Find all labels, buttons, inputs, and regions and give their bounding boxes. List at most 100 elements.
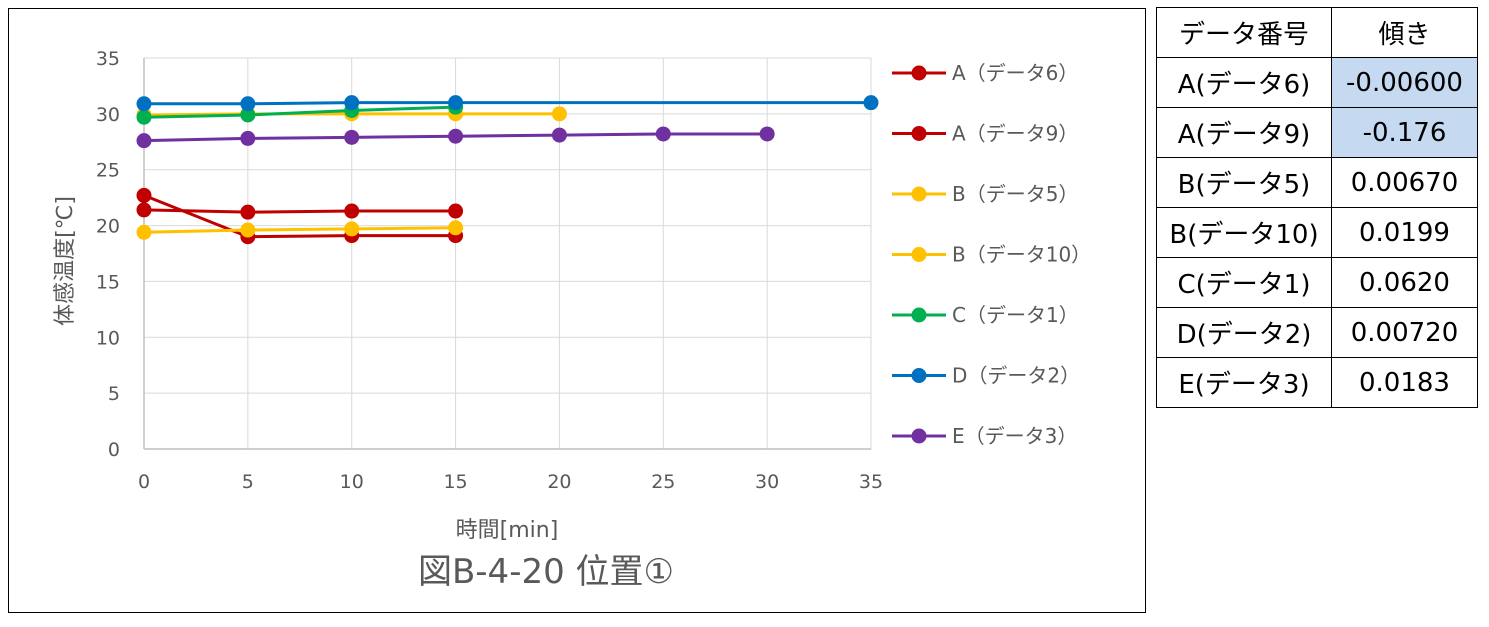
slope-table: データ番号 傾き A(データ6) -0.00600 A(データ9) -0.176 B(デ…: [1156, 7, 1478, 408]
data-point: [240, 204, 256, 220]
table-row: E(データ3) 0.0183: [1156, 357, 1478, 408]
data-point: [240, 107, 256, 123]
series-1: [136, 187, 464, 245]
y-axis-title: 体感温度[℃]: [53, 196, 78, 326]
legend-marker: [911, 186, 927, 202]
table-row: B(データ5) 0.00670: [1156, 157, 1478, 208]
y-tick-label: 5: [108, 383, 120, 405]
x-tick-label: 5: [242, 471, 254, 493]
legend-item: C（データ1）: [892, 303, 1079, 327]
data-point: [344, 95, 360, 111]
row-value: 0.0183: [1331, 357, 1478, 408]
series-6: [136, 126, 775, 149]
y-tick-label: 20: [96, 216, 120, 238]
data-point: [448, 128, 464, 144]
table-row: A(データ9) -0.176: [1156, 107, 1478, 158]
y-tick-label: 15: [96, 271, 120, 293]
series-3: [136, 220, 464, 240]
legend-marker: [911, 428, 927, 444]
x-axis-title: 時間[min]: [456, 518, 559, 543]
data-point: [344, 221, 360, 237]
legend-item: A（データ6）: [892, 61, 1078, 85]
row-label: A(データ6): [1156, 57, 1332, 108]
row-value: 0.0199: [1331, 207, 1478, 258]
legend-label: B（データ5）: [952, 182, 1078, 206]
series-layer: [136, 95, 879, 245]
legend-marker: [911, 247, 927, 262]
y-tick-label: 25: [96, 160, 120, 182]
header-slope: 傾き: [1331, 7, 1478, 58]
series-line: [143, 226, 456, 234]
series-line: [143, 194, 456, 239]
row-label: A(データ9): [1156, 107, 1332, 158]
x-tick-label: 25: [651, 471, 675, 493]
row-label: E(データ3): [1156, 357, 1332, 408]
data-point: [136, 133, 152, 149]
x-tick-label: 0: [138, 471, 150, 493]
row-label: C(データ1): [1156, 257, 1332, 308]
data-point: [759, 126, 775, 142]
x-tick-label: 15: [443, 471, 467, 493]
axis-layer: 0 5 10 15 20 25 30 35 0 5 10 15 20 25 30 35: [96, 48, 883, 493]
data-point: [136, 96, 152, 112]
data-point: [240, 130, 256, 146]
series-5: [136, 95, 879, 112]
data-point: [655, 126, 671, 142]
legend-marker: [911, 126, 927, 141]
x-tick-label: 35: [859, 471, 883, 493]
table-header-row: データ番号 傾き: [1156, 7, 1478, 58]
legend: A（データ6） A（データ9） B（データ5） B（データ10） C（データ1） D（デー…: [892, 61, 1091, 448]
chart-title: 図B-4-20 位置①: [418, 552, 674, 592]
legend-label: A（データ9）: [952, 122, 1078, 146]
data-point: [448, 95, 464, 111]
table-row: B(データ10) 0.0199: [1156, 207, 1478, 258]
legend-label: C（データ1）: [952, 303, 1079, 327]
data-point: [240, 96, 256, 112]
y-tick-label: 35: [96, 48, 120, 70]
series-0: [136, 202, 464, 220]
series-line: [143, 105, 456, 119]
row-value: -0.00600: [1331, 57, 1478, 108]
legend-item: D（データ2）: [892, 364, 1080, 388]
chart-frame: 0 5 10 15 20 25 30 35 0 5 10 15 20 25 30 35 A（データ6） A（デー…: [8, 8, 1146, 613]
data-point: [344, 203, 360, 219]
legend-item: B（データ10）: [892, 243, 1091, 267]
legend-label: E（データ3）: [952, 424, 1077, 448]
legend-item: A（データ9）: [892, 122, 1078, 146]
data-point: [136, 224, 152, 240]
legend-label: B（データ10）: [952, 243, 1091, 267]
row-label: B(データ10): [1156, 207, 1332, 258]
table-row: D(データ2) 0.00720: [1156, 307, 1478, 358]
x-tick-label: 20: [547, 471, 571, 493]
row-value: 0.00670: [1331, 157, 1478, 208]
legend-label: D（データ2）: [952, 364, 1080, 388]
legend-marker: [911, 368, 927, 383]
row-label: D(データ2): [1156, 307, 1332, 358]
legend-marker: [911, 65, 927, 81]
row-value: 0.00720: [1331, 307, 1478, 358]
data-point: [136, 187, 152, 203]
data-point: [136, 202, 152, 218]
series-line: [143, 208, 456, 214]
x-tick-label: 30: [755, 471, 779, 493]
data-point: [551, 106, 567, 122]
table-row: A(データ6) -0.00600: [1156, 57, 1478, 108]
row-value: 0.0620: [1331, 257, 1478, 308]
table-row: C(データ1) 0.0620: [1156, 257, 1478, 308]
data-point: [240, 222, 256, 238]
legend-label: A（データ6）: [952, 61, 1078, 85]
legend-item: B（データ5）: [892, 182, 1078, 206]
y-tick-label: 0: [108, 439, 120, 461]
data-point: [136, 109, 152, 125]
y-tick-label: 10: [96, 327, 120, 349]
x-tick-label: 10: [340, 471, 364, 493]
data-point: [448, 220, 464, 236]
legend-item: E（データ3）: [892, 424, 1077, 448]
data-point: [551, 127, 567, 143]
header-data-number: データ番号: [1156, 7, 1332, 58]
data-point: [863, 95, 879, 111]
legend-marker: [911, 307, 927, 323]
data-point: [344, 129, 360, 145]
data-point: [448, 203, 464, 219]
